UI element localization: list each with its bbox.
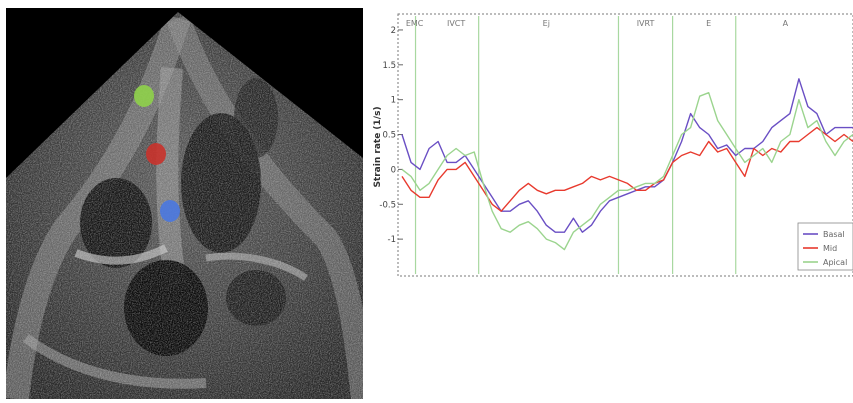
- phase-label-ivct: IVCT: [447, 19, 465, 28]
- phase-lines: [414, 16, 737, 274]
- strain-rate-chart: Strain rate (1/s) EMC IVCT Ej IVRT E A 2 1.5 1 0…: [368, 12, 853, 284]
- echo-image: [6, 8, 363, 399]
- series-basal-line: [401, 78, 853, 233]
- y-tick-label: -1: [388, 235, 396, 245]
- legend-items: Basal Mid Apical: [803, 230, 847, 267]
- y-tick-label: 0: [391, 165, 396, 175]
- plot-area: [397, 13, 853, 277]
- phase-label-e: E: [706, 19, 711, 28]
- y-tick-label: -0.5: [379, 200, 396, 210]
- roi-marker-blue: [160, 200, 180, 222]
- echo-image-canvas: [6, 8, 363, 399]
- y-tick-label: 1.5: [382, 61, 396, 71]
- phase-label-a: A: [783, 19, 789, 28]
- y-tick-label: 2: [391, 26, 396, 36]
- phase-label-emc: EMC: [406, 19, 424, 28]
- y-axis-label: Strain rate (1/s): [373, 106, 383, 187]
- legend: Basal Mid Apical: [797, 222, 853, 271]
- y-tick-label: 0.5: [382, 131, 396, 141]
- phase-label-ivrt: IVRT: [637, 19, 655, 28]
- legend-label-mid: Mid: [823, 244, 837, 253]
- legend-label-apical: Apical: [823, 258, 847, 267]
- phase-label-ej: Ej: [543, 19, 550, 28]
- series-apical-line: [401, 91, 853, 251]
- series-mid-line: [401, 126, 853, 212]
- roi-marker-red: [146, 143, 166, 165]
- series-group: [401, 78, 853, 251]
- roi-marker-green: [134, 85, 154, 107]
- legend-label-basal: Basal: [823, 230, 845, 239]
- phase-labels: EMC IVCT Ej IVRT E A: [406, 19, 789, 28]
- strain-rate-chart-svg: Strain rate (1/s) EMC IVCT Ej IVRT E A 2 1.5 1 0…: [373, 13, 853, 277]
- y-ticks: 2 1.5 1 0.5 0 -0.5 -1: [379, 26, 403, 245]
- y-tick-label: 1: [391, 96, 396, 106]
